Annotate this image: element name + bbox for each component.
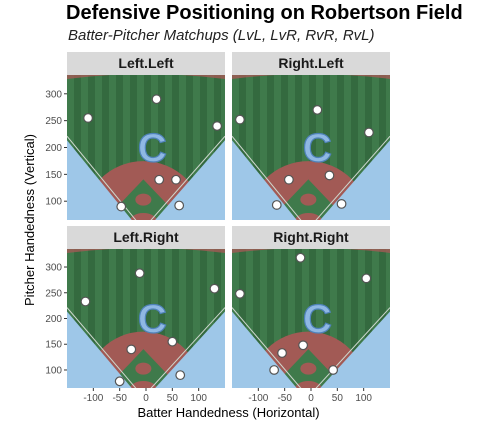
- foul-territory-left: [67, 140, 132, 220]
- x-tick-label: -50: [277, 393, 292, 404]
- y-tick-label: 150: [45, 170, 62, 181]
- data-point: [212, 121, 223, 131]
- data-point: [295, 252, 306, 263]
- facet-panel-1: Left.Left C 100 150 200 250 300: [45, 52, 225, 220]
- facet-panel-2: Right.Left C: [232, 52, 390, 220]
- facet-panel-3: Left.Right C 100 150 200 250 300 -100 -50 0 50 100: [45, 226, 225, 404]
- chart-subtitle: Batter-Pitcher Matchups (LvL, LvR, RvR, …: [68, 27, 375, 44]
- facet-panel-4: Right.Right C -100 -50 0 50 100: [232, 226, 390, 404]
- y-tick-label: 250: [45, 116, 62, 127]
- foul-line: [67, 307, 137, 388]
- x-tick-label: -50: [112, 393, 127, 404]
- x-tick-label: -100: [83, 393, 103, 404]
- data-point: [361, 273, 372, 284]
- data-point: [175, 370, 186, 381]
- y-tick-label: 200: [45, 314, 62, 325]
- home-plate-dirt: [129, 381, 158, 388]
- data-point: [116, 201, 127, 212]
- y-tick-label: 300: [45, 89, 62, 100]
- pitchers-mound: [135, 362, 152, 375]
- facet-strip: [67, 52, 225, 75]
- data-point: [80, 296, 91, 307]
- foul-territory-right: [320, 140, 390, 220]
- data-point: [312, 105, 323, 115]
- x-tick-label: 50: [332, 393, 344, 404]
- pitchers-mound: [300, 362, 317, 375]
- field-background: C: [232, 75, 390, 220]
- facet-label: Left.Right: [113, 229, 179, 245]
- data-point: [269, 365, 280, 375]
- field-logo: C: [303, 127, 332, 171]
- data-point: [364, 127, 374, 138]
- y-axis-title: Pitcher Handedness (Vertical): [22, 134, 37, 306]
- y-tick-label: 250: [45, 288, 62, 299]
- field-background: C: [232, 249, 390, 388]
- x-tick-label: 100: [190, 393, 207, 404]
- foul-territory-left: [232, 311, 297, 388]
- field-background: C: [67, 75, 225, 220]
- data-point: [298, 340, 309, 351]
- field-logo: C: [303, 298, 332, 342]
- facet-strip: [67, 226, 225, 249]
- foul-line: [315, 135, 390, 220]
- pitchers-mound: [300, 193, 317, 206]
- x-tick-label: 100: [355, 393, 372, 404]
- data-point: [271, 200, 282, 210]
- y-tick-label: 150: [45, 340, 62, 351]
- pitchers-mound: [135, 193, 152, 206]
- y-tick-label: 200: [45, 143, 62, 154]
- data-point: [328, 365, 339, 375]
- foul-line: [150, 135, 225, 220]
- x-tick-label: 0: [143, 393, 149, 404]
- data-point: [83, 113, 93, 123]
- data-point: [234, 114, 245, 125]
- foul-line: [232, 135, 302, 220]
- data-point: [234, 288, 245, 299]
- foul-territory-left: [67, 311, 132, 388]
- foul-line: [232, 307, 302, 388]
- data-point: [151, 94, 162, 105]
- data-point: [277, 348, 287, 358]
- field-logo: C: [138, 127, 167, 171]
- x-tick-label: -100: [248, 393, 268, 404]
- x-axis-title: Batter Handedness (Horizontal): [137, 405, 319, 420]
- foul-territory-left: [232, 140, 297, 220]
- data-point: [126, 344, 137, 355]
- data-point: [283, 174, 294, 185]
- home-plate-dirt: [294, 381, 323, 388]
- foul-territory-right: [155, 140, 225, 220]
- x-tick-label: 50: [167, 393, 179, 404]
- foul-line: [150, 307, 225, 388]
- data-point: [114, 376, 125, 387]
- facet-label: Left.Left: [118, 55, 174, 71]
- facet-label: Right.Right: [273, 229, 349, 245]
- y-tick-label: 300: [45, 263, 62, 274]
- chart-title: Defensive Positioning on Robertson Field: [66, 2, 463, 24]
- home-plate-dirt: [129, 213, 158, 220]
- data-point: [171, 174, 181, 185]
- field-background: C: [67, 249, 225, 388]
- foul-line: [315, 307, 390, 388]
- home-plate-dirt: [294, 213, 323, 220]
- y-tick-label: 100: [45, 197, 62, 208]
- data-point: [134, 268, 145, 279]
- data-point: [209, 283, 220, 294]
- data-point: [336, 198, 347, 209]
- data-point: [154, 174, 165, 185]
- facet-strip: [232, 52, 390, 75]
- data-point: [324, 170, 335, 181]
- field-logo: C: [138, 298, 167, 342]
- x-tick-label: 0: [308, 393, 314, 404]
- foul-territory-right: [155, 311, 225, 388]
- data-point: [167, 336, 178, 347]
- facet-label: Right.Left: [278, 55, 344, 71]
- data-point: [174, 200, 185, 211]
- facet-strip: [232, 226, 390, 249]
- y-tick-label: 100: [45, 365, 62, 376]
